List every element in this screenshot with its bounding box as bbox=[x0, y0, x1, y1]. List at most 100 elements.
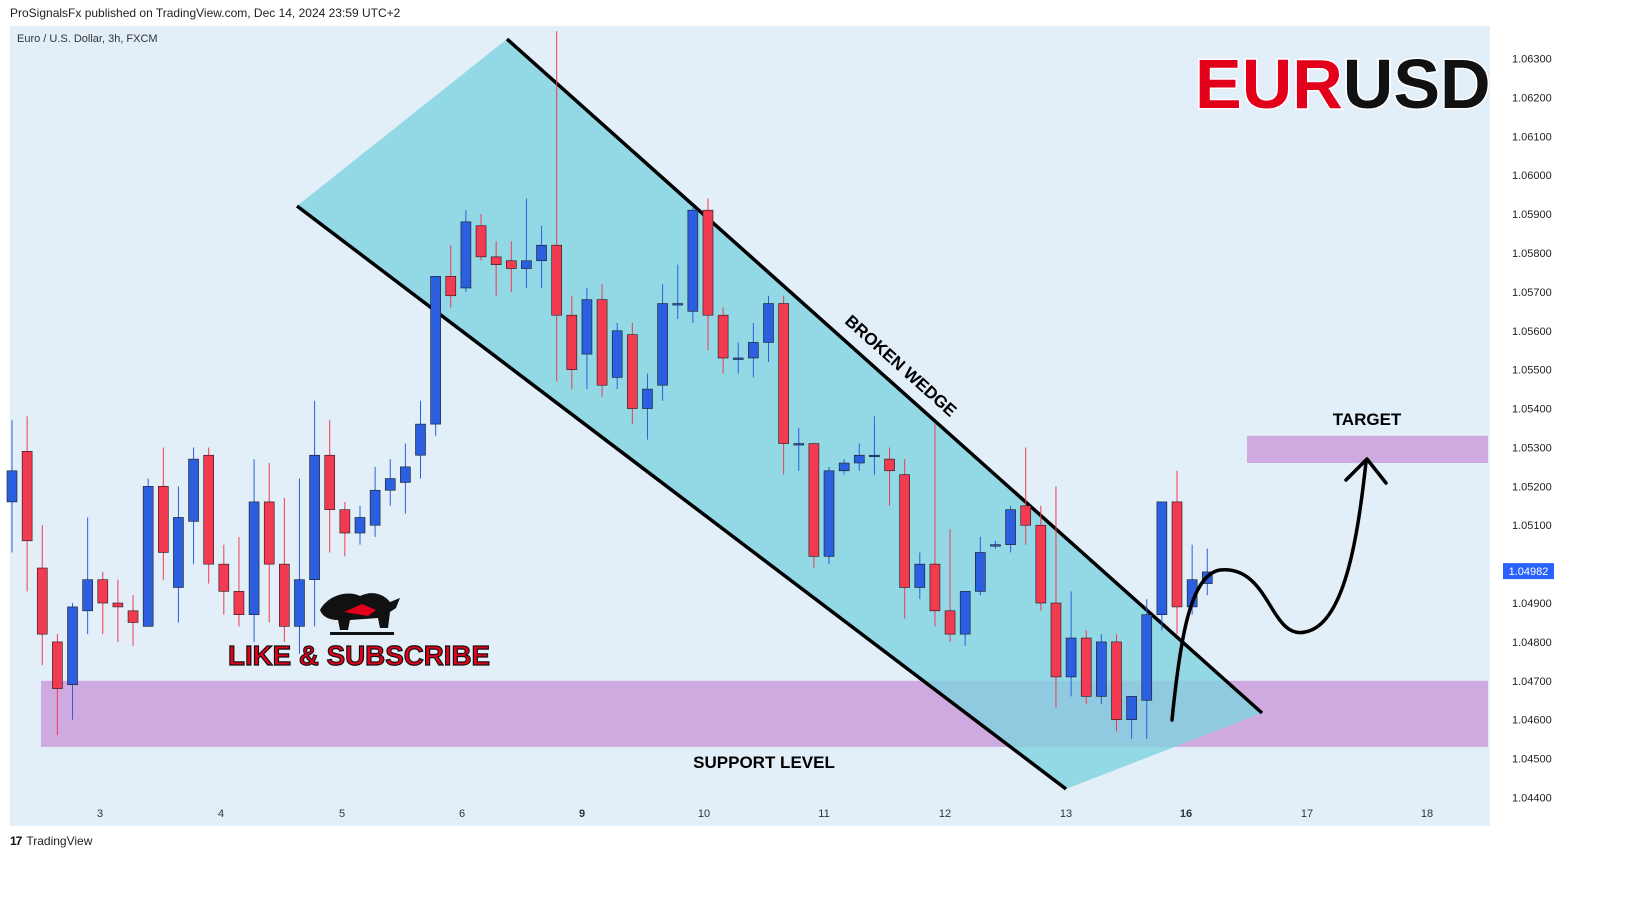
candle-body bbox=[354, 517, 366, 534]
last-price-label: 1.04982 bbox=[1509, 566, 1549, 578]
candle bbox=[127, 595, 139, 646]
candle-body bbox=[36, 567, 48, 635]
candle-body bbox=[778, 303, 789, 444]
candle bbox=[853, 443, 865, 471]
candle bbox=[944, 529, 956, 642]
candle bbox=[748, 322, 759, 378]
candle bbox=[611, 322, 623, 390]
candle bbox=[142, 478, 154, 627]
candle-body bbox=[309, 454, 320, 580]
candle-body bbox=[914, 563, 926, 588]
y-tick-label: 1.05300 bbox=[1512, 442, 1552, 454]
candle bbox=[1096, 634, 1107, 705]
x-tick-label: 3 bbox=[97, 808, 103, 820]
candle-body bbox=[959, 591, 971, 635]
candle bbox=[627, 322, 638, 425]
candle-body bbox=[67, 606, 78, 686]
candle bbox=[67, 603, 78, 720]
candle bbox=[1020, 447, 1032, 545]
candle bbox=[702, 198, 714, 351]
y-tick-label: 1.05200 bbox=[1512, 481, 1552, 493]
title-eur: EUR bbox=[1195, 45, 1343, 123]
candle bbox=[112, 579, 124, 642]
candle bbox=[415, 400, 426, 479]
candle-body bbox=[248, 501, 260, 615]
title-usd: USD bbox=[1343, 45, 1491, 123]
candle-body bbox=[581, 299, 593, 355]
candle-body bbox=[1096, 641, 1107, 697]
candle bbox=[536, 225, 547, 288]
candle-body bbox=[657, 303, 668, 386]
candle bbox=[1080, 630, 1092, 705]
candle bbox=[1065, 591, 1077, 697]
candle bbox=[990, 540, 1001, 549]
candle bbox=[884, 447, 895, 506]
candle-body bbox=[853, 454, 865, 464]
candle-body bbox=[97, 579, 109, 604]
x-tick-label: 6 bbox=[459, 808, 465, 820]
y-tick-label: 1.04800 bbox=[1512, 637, 1552, 649]
candle bbox=[21, 416, 33, 592]
candle bbox=[929, 424, 941, 627]
candle-body bbox=[158, 486, 169, 553]
candle-body bbox=[536, 244, 547, 262]
candle bbox=[521, 198, 532, 288]
candle bbox=[838, 459, 850, 475]
like-subscribe-label: LIKE & SUBSCRIBE bbox=[228, 640, 490, 671]
y-tick-label: 1.04500 bbox=[1512, 754, 1552, 766]
projection-curve bbox=[1170, 460, 1368, 722]
candle bbox=[823, 466, 835, 565]
candle-body bbox=[763, 303, 774, 343]
candle-body bbox=[869, 454, 880, 458]
candle bbox=[445, 245, 457, 308]
y-tick-label: 1.06000 bbox=[1512, 170, 1552, 182]
candle-body bbox=[324, 454, 336, 510]
bull-base bbox=[330, 632, 394, 635]
candle-body bbox=[173, 517, 184, 588]
candle-body bbox=[717, 314, 729, 359]
y-tick-label: 1.05900 bbox=[1512, 209, 1552, 221]
price-axis[interactable] bbox=[1490, 26, 1560, 826]
candle bbox=[82, 517, 93, 635]
candle-body bbox=[294, 579, 305, 627]
y-tick-label: 1.05600 bbox=[1512, 326, 1552, 338]
candle-body bbox=[112, 602, 124, 608]
candle-body bbox=[596, 299, 608, 386]
candles-layer bbox=[6, 31, 1213, 740]
candle bbox=[505, 241, 517, 292]
support-label: SUPPORT LEVEL bbox=[693, 753, 835, 772]
symbol-info: Euro / U.S. Dollar, 3h, FXCM bbox=[17, 33, 158, 45]
x-tick-label: 4 bbox=[218, 808, 224, 820]
candle-body bbox=[642, 388, 653, 409]
candle bbox=[566, 295, 578, 390]
x-tick-label: 16 bbox=[1180, 808, 1192, 820]
candle-body bbox=[702, 209, 714, 316]
y-tick-label: 1.04900 bbox=[1512, 598, 1552, 610]
candle bbox=[400, 443, 411, 514]
candle-body bbox=[82, 579, 93, 612]
candle bbox=[1171, 470, 1183, 635]
candle-body bbox=[672, 303, 684, 306]
candle bbox=[959, 591, 971, 646]
candle-body bbox=[339, 509, 351, 534]
candle bbox=[324, 420, 336, 553]
y-tick-label: 1.04400 bbox=[1512, 793, 1552, 805]
candle bbox=[1156, 501, 1168, 631]
candle bbox=[430, 276, 441, 436]
y-tick-label: 1.05700 bbox=[1512, 287, 1552, 299]
support-zone bbox=[41, 680, 1488, 747]
candle-body bbox=[627, 334, 638, 409]
candle bbox=[717, 307, 729, 374]
candle-body bbox=[793, 443, 805, 446]
candle-body bbox=[475, 225, 487, 258]
candle-body bbox=[415, 423, 426, 456]
candle-body bbox=[748, 342, 759, 359]
candle bbox=[475, 214, 487, 261]
candle-body bbox=[808, 443, 820, 557]
x-tick-label: 17 bbox=[1301, 808, 1313, 820]
candle-body bbox=[203, 454, 214, 565]
x-tick-label: 5 bbox=[339, 808, 345, 820]
candle bbox=[218, 544, 230, 615]
candle bbox=[460, 210, 472, 292]
